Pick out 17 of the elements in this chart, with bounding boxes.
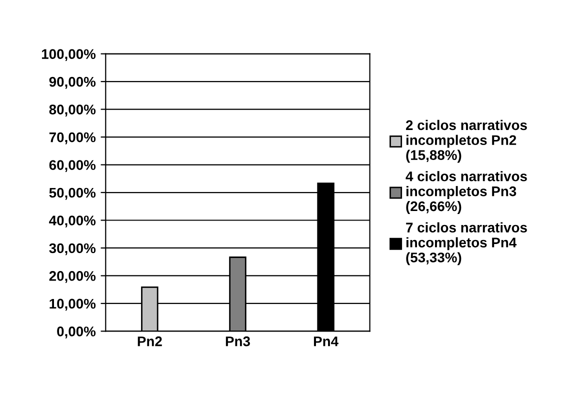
legend-label: 4 ciclos narrativos incompletos Pn3 (26,66%) xyxy=(406,171,527,214)
y-tick-label: 100,00% xyxy=(42,49,96,62)
y-tick-label: 40,00% xyxy=(49,216,96,228)
legend-label: 7 ciclos narrativos incompletos Pn4 (53,33%) xyxy=(406,222,527,266)
y-tick-label: 20,00% xyxy=(49,271,96,283)
y-tick-label: 80,00% xyxy=(49,104,96,116)
legend-label: 2 ciclos narrativos incompletos Pn2 (15,88%) xyxy=(406,120,527,163)
y-tick-label: 50,00% xyxy=(49,188,96,200)
y-tick-label: 90,00% xyxy=(49,76,96,89)
y-tick-label: 60,00% xyxy=(49,160,96,172)
y-tick-label: 30,00% xyxy=(49,243,96,256)
y-tick-label: 10,00% xyxy=(50,298,96,311)
x-tick-label: Pn2 xyxy=(138,336,162,346)
y-tick-label: 0,00% xyxy=(57,326,96,338)
y-tick-label: 70,00% xyxy=(49,132,96,144)
x-tick-label: Pn3 xyxy=(226,336,250,346)
x-tick-label: Pn4 xyxy=(314,336,338,346)
